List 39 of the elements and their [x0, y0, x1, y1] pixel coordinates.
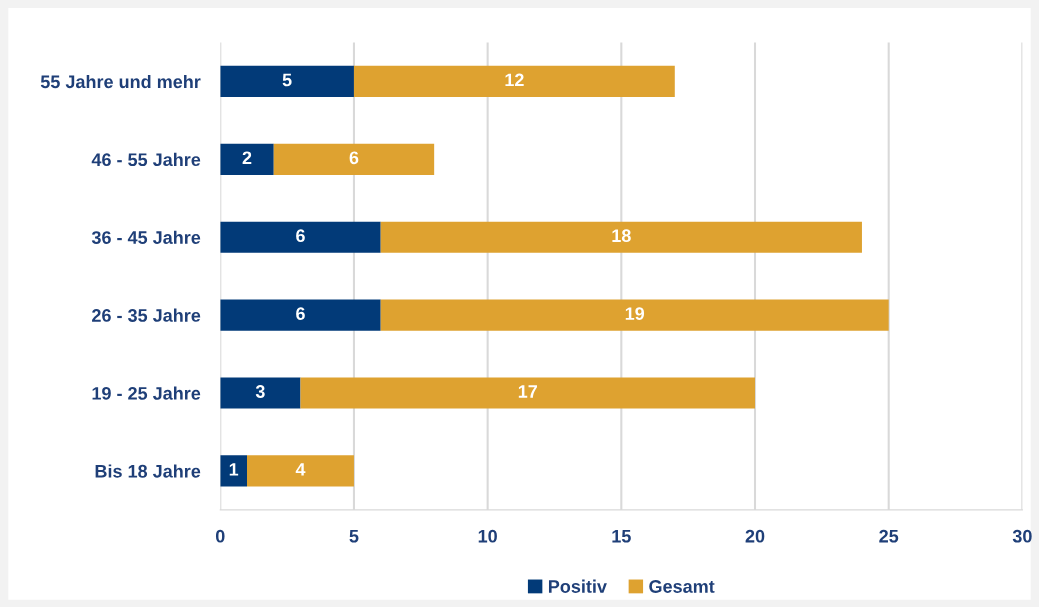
bar — [247, 455, 354, 487]
y-tick-label: 19 - 25 Jahre — [92, 386, 201, 400]
data-label: 18 — [612, 229, 631, 243]
data-label: 17 — [518, 385, 537, 398]
x-tick-label: 15 — [612, 529, 631, 543]
x-tick-label: 5 — [349, 529, 359, 543]
bar — [220, 221, 381, 253]
y-tick-label: 26 - 35 Jahre — [92, 308, 201, 322]
data-label: 2 — [242, 151, 252, 165]
data-label: 5 — [282, 73, 292, 87]
data-label: 12 — [505, 73, 524, 87]
data-label: 1 — [229, 463, 239, 476]
data-label: 6 — [296, 307, 305, 320]
legend-label: Gesamt — [649, 580, 715, 593]
bar — [380, 299, 889, 331]
x-tick-label: 20 — [745, 529, 765, 543]
bar — [220, 299, 381, 331]
bar — [353, 65, 675, 98]
y-tick-label: Bis 18 Jahre — [95, 464, 201, 478]
data-label: 6 — [296, 229, 305, 243]
bar — [220, 455, 247, 487]
data-label: 6 — [349, 151, 359, 165]
bar — [273, 143, 435, 175]
bar — [220, 377, 301, 409]
legend-label: Positiv — [548, 579, 607, 593]
x-tick-label: 10 — [478, 529, 497, 543]
y-tick-label: 46 - 55 Jahre — [91, 152, 201, 167]
x-tick-label: 25 — [879, 529, 899, 543]
x-tick-label: 0 — [215, 529, 225, 543]
bar — [220, 143, 274, 175]
data-label: 19 — [625, 307, 645, 320]
y-tick-label: 55 Jahre und mehr — [40, 74, 201, 89]
data-label: 3 — [255, 385, 265, 398]
x-tick-label: 30 — [1012, 529, 1032, 543]
bar — [380, 221, 862, 253]
bar — [300, 377, 756, 409]
y-tick-label: 36 - 45 Jahre — [91, 230, 201, 244]
data-label: 4 — [295, 463, 306, 476]
bar — [220, 65, 354, 98]
